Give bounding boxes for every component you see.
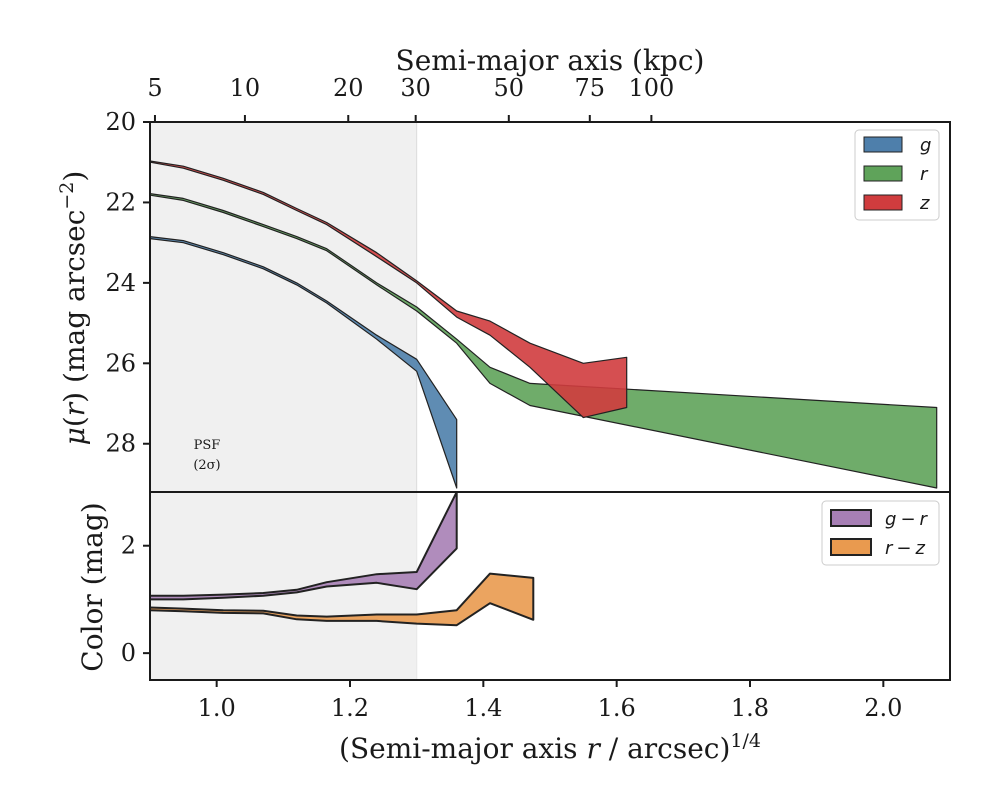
y-tick-label: 20 <box>105 108 136 136</box>
y-axis-title-color: Color (mag) <box>76 502 109 671</box>
band-z <box>150 160 628 419</box>
y-tick-label: 28 <box>105 430 136 458</box>
top-tick-label: 20 <box>333 74 364 102</box>
psf-annotation-line2: (2σ) <box>193 458 220 473</box>
top-tick-label: 50 <box>494 74 525 102</box>
color-frame <box>149 491 951 681</box>
top-tick-label: 5 <box>147 74 162 102</box>
y-tick-label: 24 <box>105 269 136 297</box>
legend-label: g <box>920 135 931 156</box>
band-rz <box>150 572 535 627</box>
color-panel: 02 1.0 1.2 1.4 1.6 1.8 2.0 Color (mag) (Semi-… <box>76 491 951 765</box>
x-tick-label: 1.0 <box>198 694 236 722</box>
x-tick-label: 1.2 <box>331 694 369 722</box>
x-axis-title: (Semi-major axis r / arcsec)1/4 <box>339 730 761 765</box>
legend-swatch <box>863 136 903 153</box>
surface-brightness-y-ticks: 20 22 24 26 28 <box>105 108 150 458</box>
color-series <box>150 492 535 627</box>
x-tick-label: 1.4 <box>464 694 502 722</box>
kpc-top-ticks: 5 10 20 30 50 75 100 <box>147 74 674 122</box>
y-tick-label: 22 <box>105 188 136 216</box>
color-y-ticks: 02 <box>121 532 150 667</box>
psf-shaded-region <box>150 122 417 492</box>
color-legend-label: g − r <box>885 509 929 530</box>
surface-brightness-legend: grz <box>854 129 940 221</box>
band-gr <box>150 492 458 601</box>
legend-swatch <box>863 165 903 182</box>
surface-brightness-series <box>150 160 938 489</box>
top-tick-label: 10 <box>230 74 261 102</box>
top-axis-title: Semi-major axis (kpc) <box>396 44 705 77</box>
psf-shaded-region-color <box>150 492 417 680</box>
legend-swatch <box>863 194 903 211</box>
color-legend: g − r r − z <box>821 500 940 566</box>
x-tick-label: 1.8 <box>731 694 769 722</box>
color-legend-label: r − z <box>885 538 926 559</box>
color-legend-swatch <box>830 538 872 556</box>
top-tick-label: 100 <box>628 74 674 102</box>
color-legend-swatch <box>830 509 872 527</box>
y-tick-label: 26 <box>105 349 136 377</box>
legend-label: z <box>919 193 930 214</box>
psf-annotation-line1: PSF <box>194 438 221 453</box>
x-axis-ticks: 1.0 1.2 1.4 1.6 1.8 2.0 <box>198 680 902 722</box>
x-tick-label: 1.6 <box>598 694 636 722</box>
color-y-tick-label: 2 <box>121 532 136 560</box>
color-y-tick-label: 0 <box>121 639 136 667</box>
top-tick-label: 75 <box>575 74 606 102</box>
y-axis-title-surface-brightness: μ(r) (mag arcsec−2) <box>56 171 91 446</box>
band-g <box>150 236 458 489</box>
x-tick-label: 2.0 <box>864 694 902 722</box>
top-tick-label: 30 <box>400 74 431 102</box>
band-r <box>150 193 938 489</box>
legend-label: r <box>920 164 929 185</box>
